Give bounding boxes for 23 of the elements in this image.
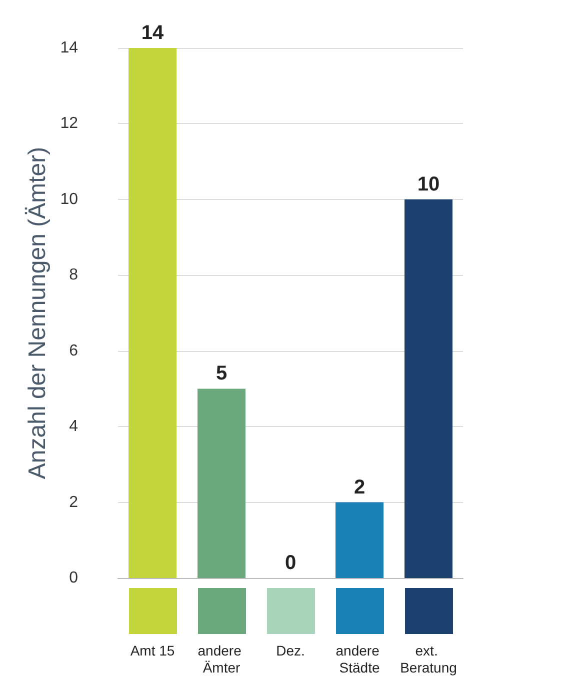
data-label: 2 <box>354 476 366 498</box>
data-label: 14 <box>141 22 164 44</box>
y-tick-label: 0 <box>69 570 78 586</box>
y-tick-label: 2 <box>69 494 78 511</box>
x-tick-label: andere Ämter <box>198 642 246 676</box>
data-label: 5 <box>216 362 228 385</box>
y-tick-label: 8 <box>69 266 78 284</box>
y-axis-title: Anzahl der Nennungen (Ämter) <box>24 146 51 480</box>
y-tick-label: 4 <box>69 418 78 436</box>
data-label: 0 <box>284 552 296 574</box>
x-tick-label: ext. Beratung <box>400 642 457 676</box>
y-tick-label: 12 <box>60 115 78 132</box>
x-tick-label: andere Städte <box>336 642 384 676</box>
bar <box>128 48 176 578</box>
bar <box>404 199 452 578</box>
y-tick-label: 6 <box>69 342 78 360</box>
x-tick-label: Dez. <box>276 642 305 658</box>
bar <box>198 388 246 578</box>
y-tick-label: 14 <box>60 40 78 56</box>
data-label: 10 <box>417 173 440 196</box>
bar <box>336 502 384 578</box>
x-tick-label: Amt 15 <box>130 642 175 658</box>
y-tick-label: 10 <box>60 190 78 208</box>
